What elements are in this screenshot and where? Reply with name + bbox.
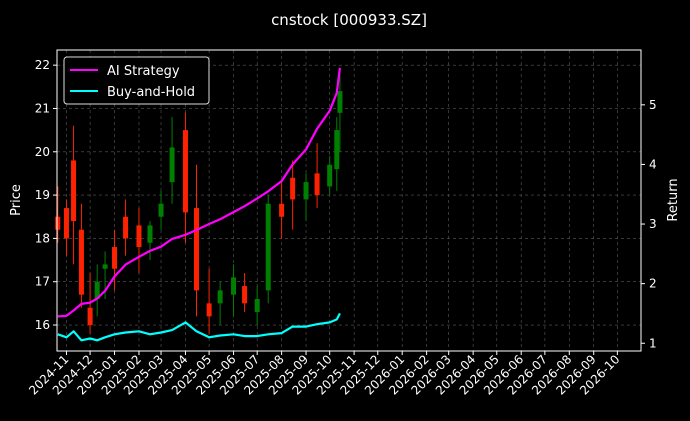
candle-body [242, 286, 248, 304]
y-left-tick-label: 21 [35, 101, 50, 115]
candle-body [290, 177, 296, 200]
candle-body [87, 307, 93, 326]
candle-body [254, 299, 260, 313]
candle-body [158, 203, 164, 217]
y-right-tick-label: 4 [649, 157, 657, 171]
candle-body [337, 91, 343, 113]
y-left-tick-label: 19 [35, 188, 50, 202]
candle-body [265, 203, 271, 291]
y-left-tick-label: 20 [35, 145, 50, 159]
y-left-label: Price [9, 184, 24, 216]
y-right-label: Return [666, 178, 681, 221]
candle-body [314, 173, 320, 196]
y-left-tick-label: 16 [35, 318, 50, 332]
legend-label-buy-and-hold: Buy-and-Hold [107, 85, 195, 100]
candle-body [55, 216, 61, 230]
candle-body [217, 290, 223, 304]
candle-body [193, 208, 199, 291]
candle-body [63, 208, 69, 239]
y-right-ticks: 1 2 3 4 5 [641, 98, 657, 350]
y-right-tick-label: 1 [649, 336, 657, 350]
series-line-ai-strategy [57, 67, 341, 318]
candle-body [102, 264, 108, 269]
y-left-tick-label: 17 [35, 275, 50, 289]
candle-body [182, 130, 188, 213]
y-left-ticks: 16 17 18 19 20 21 22 [35, 58, 57, 332]
candle-body [94, 281, 100, 300]
candle-body [231, 277, 237, 295]
candle-body [206, 303, 212, 317]
candle-body [327, 164, 333, 187]
candle-body [112, 247, 118, 269]
chart-title: cnstock [000933.SZ] [271, 11, 427, 29]
y-left-tick-label: 18 [35, 231, 50, 245]
candle-body [123, 216, 129, 239]
legend-label-ai-strategy: AI Strategy [107, 64, 180, 79]
plot-frame [56, 49, 642, 352]
series-lines [57, 67, 341, 342]
legend-box [63, 56, 210, 105]
candle-body [71, 160, 77, 222]
y-left-tick-label: 22 [35, 58, 50, 72]
y-right-tick-label: 3 [649, 217, 657, 231]
candle-body [136, 225, 142, 248]
candle-body [334, 130, 340, 170]
candle-body [78, 229, 84, 295]
candle-body [303, 182, 309, 200]
y-right-tick-label: 2 [649, 277, 657, 291]
legend: AI Strategy Buy-and-Hold [63, 56, 210, 105]
y-right-tick-label: 5 [649, 98, 657, 112]
candle-body [279, 203, 285, 217]
candle-body [169, 147, 175, 183]
price-candles [55, 69, 343, 334]
series-line-buy-and-hold [57, 312, 341, 342]
candle-body [147, 225, 153, 243]
